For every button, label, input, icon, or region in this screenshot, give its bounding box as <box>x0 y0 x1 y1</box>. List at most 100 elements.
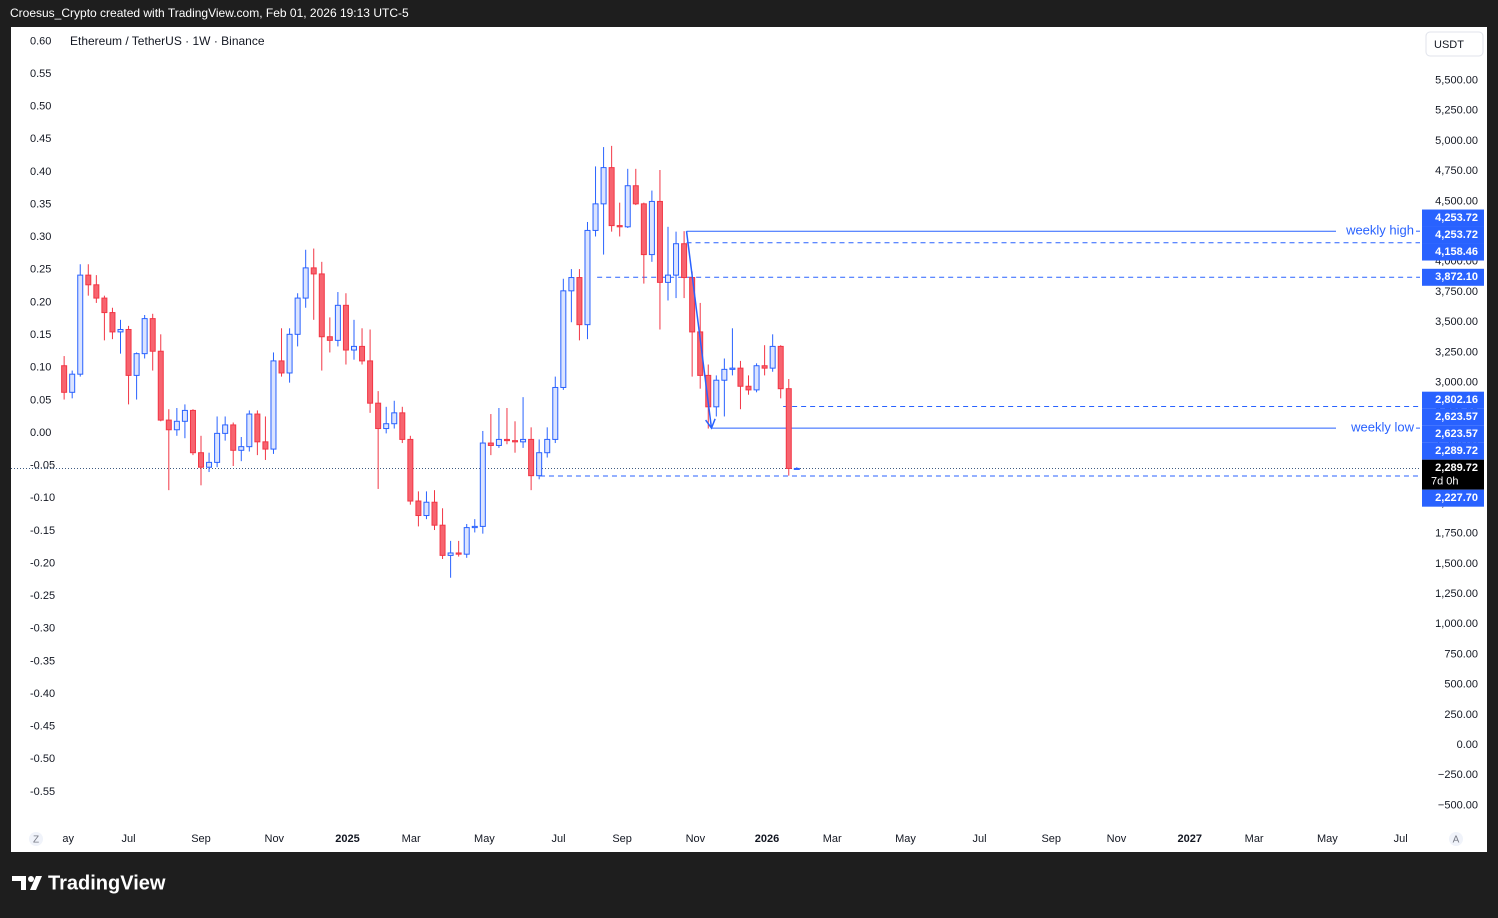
auto-scale-label[interactable]: A <box>1453 835 1460 846</box>
zoom-button[interactable] <box>29 832 43 846</box>
candle-body <box>463 527 470 555</box>
y2-tick-label: 0.30 <box>30 231 51 243</box>
candle-body <box>632 185 639 205</box>
y-tick-label: 5,000.00 <box>1435 135 1478 147</box>
candle-body <box>286 333 293 374</box>
x-tick-label: 2026 <box>755 833 779 845</box>
y2-tick-label: 0.55 <box>30 68 51 80</box>
x-tick-label: Sep <box>612 833 632 845</box>
auto-scale-button[interactable] <box>1449 832 1463 846</box>
price-tag <box>1422 268 1484 286</box>
x-tick-label: Jul <box>551 833 565 845</box>
candle-body <box>198 452 205 468</box>
candle-body <box>407 438 414 502</box>
y2-tick-label: -0.20 <box>30 557 55 569</box>
y-tick-label: 1,000.00 <box>1435 618 1478 630</box>
y-tick-label: 5,250.00 <box>1435 105 1478 117</box>
candle-body <box>761 365 768 369</box>
x-tick-label: ay <box>62 833 74 845</box>
x-tick-label: Nov <box>265 833 285 845</box>
candle-body <box>262 441 269 450</box>
y-tick-label: 3,000.00 <box>1435 377 1478 389</box>
currency-button[interactable] <box>1425 31 1484 57</box>
candle-body <box>624 185 631 228</box>
x-tick-label: May <box>1317 833 1338 845</box>
price-tag <box>1422 243 1484 261</box>
candle-body <box>737 367 744 387</box>
y-tick-label: 5,500.00 <box>1435 75 1478 87</box>
y2-tick-label: -0.05 <box>30 460 55 472</box>
logo-slash <box>30 876 42 890</box>
candle-body <box>117 328 124 333</box>
zoom-label[interactable]: Z <box>33 835 39 846</box>
y2-tick-label: -0.50 <box>30 753 55 765</box>
candle-body <box>544 438 551 454</box>
y2-tick-label: 0.45 <box>30 133 51 145</box>
candle-body <box>600 167 607 205</box>
candle-body <box>431 501 438 526</box>
candle-body <box>777 345 784 390</box>
candle-body <box>383 423 390 430</box>
candle-body <box>584 229 591 326</box>
y2-tick-label: 0.40 <box>30 166 51 178</box>
candle-body <box>447 552 454 556</box>
candle-body <box>77 274 84 375</box>
candle-body <box>230 424 237 451</box>
candle-body <box>616 225 623 228</box>
candle-body <box>375 402 382 430</box>
x-tick-label: 2025 <box>335 833 359 845</box>
y2-tick-label: -0.25 <box>30 590 55 602</box>
candle-body <box>302 267 309 299</box>
price-tag <box>1422 226 1484 244</box>
candle-body <box>391 412 398 425</box>
price-tag <box>1422 391 1484 409</box>
candle-body <box>342 304 349 351</box>
candle-body <box>512 440 519 443</box>
price-tag <box>1422 442 1484 460</box>
y-tick-label: 3,750.00 <box>1435 286 1478 298</box>
price-tag-label: 2,227.70 <box>1435 492 1478 504</box>
price-tag-label: 4,253.72 <box>1435 229 1478 241</box>
candle-body <box>278 360 285 374</box>
y2-tick-label: -0.30 <box>30 623 55 635</box>
level-label: weekly high <box>1345 223 1414 238</box>
x-tick-label: May <box>474 833 495 845</box>
candle-body <box>326 336 333 341</box>
x-tick-label: Mar <box>1245 833 1264 845</box>
price-tag-label: 2,623.57 <box>1435 411 1478 423</box>
y2-tick-label: -0.15 <box>30 525 55 537</box>
y2-tick-label: 0.60 <box>30 35 51 47</box>
candle-body <box>359 345 366 362</box>
x-tick-label: Mar <box>402 833 421 845</box>
price-tag-label: 2,802.16 <box>1435 394 1478 406</box>
candle-body <box>93 284 100 299</box>
candle-body <box>125 328 132 376</box>
candle-body <box>745 385 752 391</box>
candle-body <box>294 297 301 335</box>
x-tick-label: 2027 <box>1177 833 1201 845</box>
price-tag-label: 2,289.72 <box>1435 445 1478 457</box>
candle-body <box>608 167 615 227</box>
y-tick-label: 250.00 <box>1444 709 1478 721</box>
candle-body <box>165 419 172 431</box>
candle-body <box>350 345 357 351</box>
candle-body <box>61 365 68 393</box>
candle-body <box>206 461 213 468</box>
candle-body <box>157 350 164 421</box>
x-tick-label: Jul <box>1394 833 1408 845</box>
candle-body <box>729 367 736 370</box>
price-tag-label: 2,289.72 <box>1435 462 1478 474</box>
x-tick-label: May <box>895 833 916 845</box>
candle-body <box>181 409 188 422</box>
candle-body <box>753 365 760 391</box>
symbol-title: Ethereum / TetherUS · 1W · Binance <box>70 34 265 48</box>
candle-body <box>270 360 277 450</box>
candle-body <box>721 368 728 381</box>
candle-body <box>471 525 478 529</box>
candle-body <box>141 318 148 355</box>
currency-label[interactable]: USDT <box>1434 39 1464 51</box>
y-tick-label: 3,250.00 <box>1435 346 1478 358</box>
trend-arrow <box>685 231 713 429</box>
x-tick-label: Mar <box>823 833 842 845</box>
